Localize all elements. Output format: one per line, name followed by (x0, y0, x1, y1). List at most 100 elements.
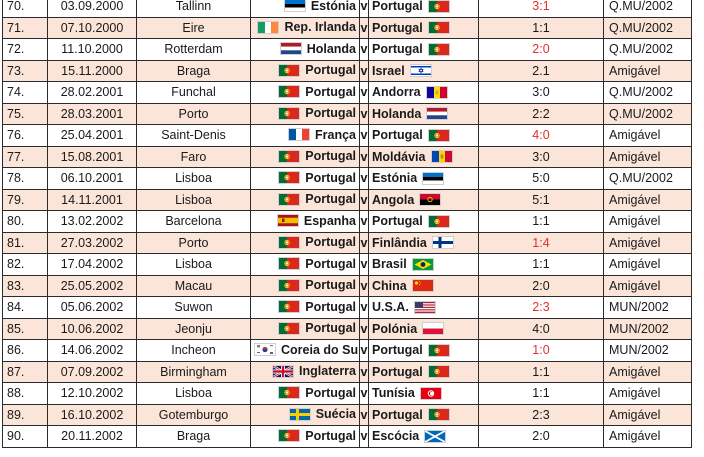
match-city: Braga (136, 425, 251, 448)
competition: MUN/2002 (603, 339, 692, 362)
versus-label: v (359, 403, 369, 426)
away-team-cell: Portugal (368, 124, 479, 147)
away-team: Tunísia (372, 386, 415, 401)
home-team-cell: Portugal (250, 167, 360, 190)
home-team: Portugal (305, 170, 356, 185)
portugal-flag-icon (278, 386, 301, 399)
portugal-flag-icon (278, 321, 301, 335)
home-team-cell: Portugal (250, 102, 360, 125)
portugal-flag-icon (278, 106, 301, 120)
row-number: 83. (2, 274, 48, 297)
match-score: 5:1 (478, 188, 604, 211)
andorra-flag-icon (425, 85, 448, 99)
away-team: Estónia (372, 171, 418, 186)
away-team: Portugal (372, 407, 423, 422)
competition: Amigável (603, 425, 692, 448)
home-team-cell: Portugal (250, 145, 360, 168)
table-row: 80. 13.02.2002 Barcelona Espanha v Portu… (2, 210, 692, 233)
match-city: Birmingham (136, 360, 251, 383)
competition: Amigável (603, 231, 692, 254)
table-row: 78. 06.10.2001 Lisboa Portugal v Estónia… (2, 167, 692, 190)
versus-label: v (359, 425, 369, 448)
uk-flag-icon (272, 364, 295, 378)
row-number: 71. (2, 16, 48, 39)
away-team: Moldávia (372, 149, 426, 164)
home-team-cell: Portugal (250, 382, 360, 405)
match-date: 15.08.2001 (47, 145, 137, 168)
away-team: Israel (372, 63, 405, 78)
versus-label: v (359, 124, 369, 147)
match-date: 11.10.2000 (47, 38, 137, 61)
portugal-flag-icon (278, 192, 301, 206)
versus-label: v (359, 145, 369, 168)
row-number: 90. (2, 425, 48, 448)
match-city: Saint-Denis (136, 124, 251, 147)
match-score: 5:0 (478, 167, 604, 190)
home-team-cell: Portugal (250, 296, 360, 319)
south-korea-flag-icon (254, 343, 276, 356)
away-team: Angola (372, 192, 415, 207)
home-team-cell: Estónia (250, 0, 360, 18)
away-team: Brasil (372, 257, 407, 272)
row-number: 85. (2, 317, 48, 340)
table-row: 84. 05.06.2002 Suwon Portugal v U.S.A. 2… (2, 296, 692, 319)
competition: Q.MU/2002 (603, 38, 692, 61)
away-team-cell: Estónia (368, 167, 479, 190)
row-number: 74. (2, 81, 48, 104)
competition: Q.MU/2002 (603, 81, 692, 104)
portugal-flag-icon (278, 278, 301, 292)
away-team-cell: U.S.A. (368, 296, 479, 319)
home-team: Portugal (305, 385, 356, 400)
away-team: Andorra (372, 85, 421, 100)
versus-label: v (359, 382, 369, 405)
away-team-cell: Escócia (368, 425, 479, 448)
match-city: Faro (136, 145, 251, 168)
away-team-cell: Portugal (368, 16, 479, 39)
row-number: 86. (2, 339, 48, 362)
home-team-cell: Coreia do Sul (250, 339, 360, 362)
estonia-flag-icon (283, 0, 306, 12)
portugal-flag-icon (427, 21, 450, 35)
competition: Amigável (603, 274, 692, 297)
home-team: Inglaterra (299, 364, 356, 378)
home-team: Portugal (305, 149, 356, 163)
angola-flag-icon (419, 193, 442, 207)
match-city: Lisboa (136, 188, 251, 211)
competition: Q.MU/2002 (603, 16, 692, 39)
away-team: Portugal (372, 20, 423, 35)
match-date: 20.11.2002 (47, 425, 137, 448)
match-date: 10.06.2002 (47, 317, 137, 340)
match-score: 4:0 (478, 124, 604, 147)
portugal-flag-icon (278, 257, 301, 270)
versus-label: v (359, 360, 369, 383)
away-team: Holanda (372, 106, 422, 121)
portugal-flag-icon (427, 343, 450, 357)
home-team-cell: Portugal (250, 81, 360, 104)
competition: Amigável (603, 124, 692, 147)
home-team: Portugal (305, 299, 356, 314)
portugal-flag-icon (427, 42, 450, 56)
away-team-cell: Holanda (368, 102, 479, 125)
home-team: Portugal (305, 256, 356, 271)
match-score: 2.1 (478, 59, 604, 82)
table-row: 82. 17.04.2002 Lisboa Portugal v Brasil … (2, 253, 692, 276)
row-number: 78. (2, 167, 48, 190)
match-city: Rotterdam (136, 38, 251, 61)
away-team: U.S.A. (372, 300, 409, 315)
portugal-flag-icon (278, 63, 301, 77)
match-score: 1:1 (478, 360, 604, 383)
away-team-cell: Portugal (368, 0, 479, 18)
row-number: 87. (2, 360, 48, 383)
away-team-cell: Moldávia (368, 145, 479, 168)
home-team: França (315, 127, 356, 142)
away-team: Finlândia (372, 235, 427, 250)
match-city: Funchal (136, 81, 251, 104)
versus-label: v (359, 339, 369, 362)
table-row: 88. 12.10.2002 Lisboa Portugal v Tunísia… (2, 382, 692, 405)
match-score: 1:1 (478, 210, 604, 233)
match-date: 06.10.2001 (47, 167, 137, 190)
finland-flag-icon (431, 236, 454, 250)
home-team: Estónia (310, 0, 356, 13)
match-date: 03.09.2000 (47, 0, 137, 18)
away-team: Portugal (372, 0, 423, 14)
